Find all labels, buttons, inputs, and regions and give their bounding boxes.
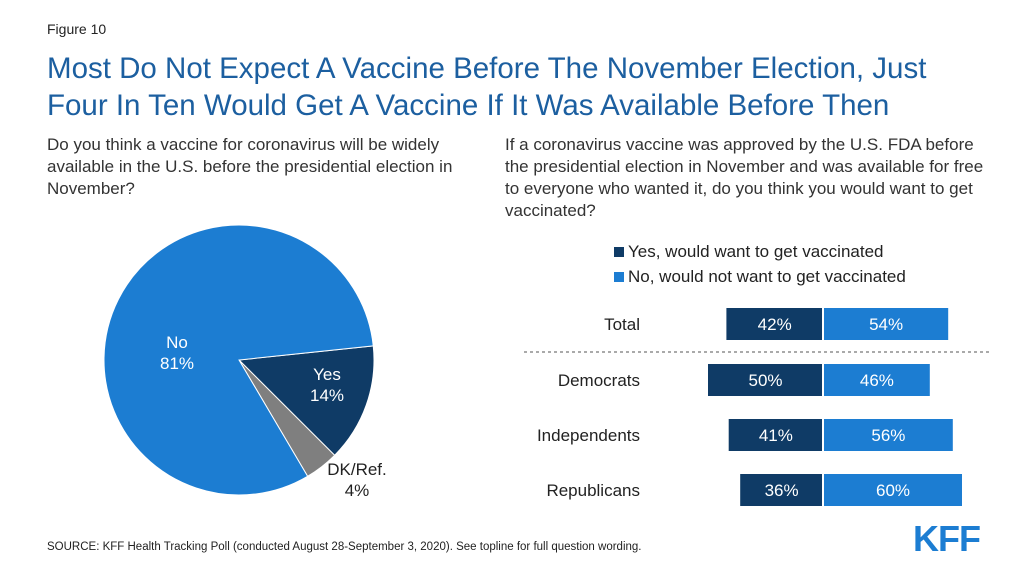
pie-label: Yes: [313, 365, 341, 384]
pie-chart: Yes 14% DK/Ref. 4% No 81%: [103, 225, 387, 500]
pie-value-label: 4%: [345, 481, 370, 500]
pie-value-label: 81%: [160, 354, 194, 373]
source-note: SOURCE: KFF Health Tracking Poll (conduc…: [47, 541, 642, 553]
legend-label-yes: Yes, would want to get vaccinated: [628, 242, 884, 261]
bar-yes-value: 42%: [758, 315, 792, 334]
bar-yes-value: 50%: [748, 371, 782, 390]
category-label: Independents: [537, 426, 640, 445]
bar-no: [824, 419, 953, 451]
legend-swatch-no: [614, 271, 624, 282]
bar-yes-value: 36%: [765, 481, 799, 500]
bar-no-value: 46%: [860, 371, 894, 390]
figure-label: Figure 10: [47, 21, 107, 37]
bar-no: [824, 364, 930, 396]
legend-swatch-yes: [614, 246, 624, 257]
bar-yes: [740, 474, 822, 506]
pie-label: No: [166, 333, 188, 352]
question-left: Do you think a vaccine for coronavirus w…: [47, 135, 453, 198]
category-label: Republicans: [546, 481, 640, 500]
bar-yes: [726, 308, 822, 340]
bar-yes: [708, 364, 822, 396]
pie-value-label: 14%: [310, 386, 344, 405]
bar-yes-value: 41%: [759, 426, 793, 445]
legend-label-no: No, would not want to get vaccinated: [628, 267, 906, 286]
bar-no-value: 54%: [869, 315, 903, 334]
bar-no-value: 60%: [876, 481, 910, 500]
pie-label: DK/Ref.: [327, 460, 387, 479]
bar-no: [824, 474, 962, 506]
category-label: Total: [604, 315, 640, 334]
pie-slice-no: [103, 225, 374, 496]
pie-slice-yes: [237, 345, 375, 457]
bar-no: [824, 308, 949, 340]
legend-item-yes: Yes, would want to get vaccinated: [614, 242, 883, 262]
chart-title: Most Do Not Expect A Vaccine Before The …: [47, 50, 1017, 124]
category-label: Democrats: [558, 371, 640, 390]
legend-item-no: No, would not want to get vaccinated: [614, 267, 906, 287]
question-right: If a coronavirus vaccine was approved by…: [505, 135, 984, 220]
bar-yes: [728, 419, 822, 451]
kff-logo: KFF: [913, 518, 981, 559]
title-line-1: Most Do Not Expect A Vaccine Before The …: [47, 52, 927, 85]
title-line-2: Four In Ten Would Get A Vaccine If It Wa…: [47, 89, 890, 122]
bar-no-value: 56%: [871, 426, 905, 445]
